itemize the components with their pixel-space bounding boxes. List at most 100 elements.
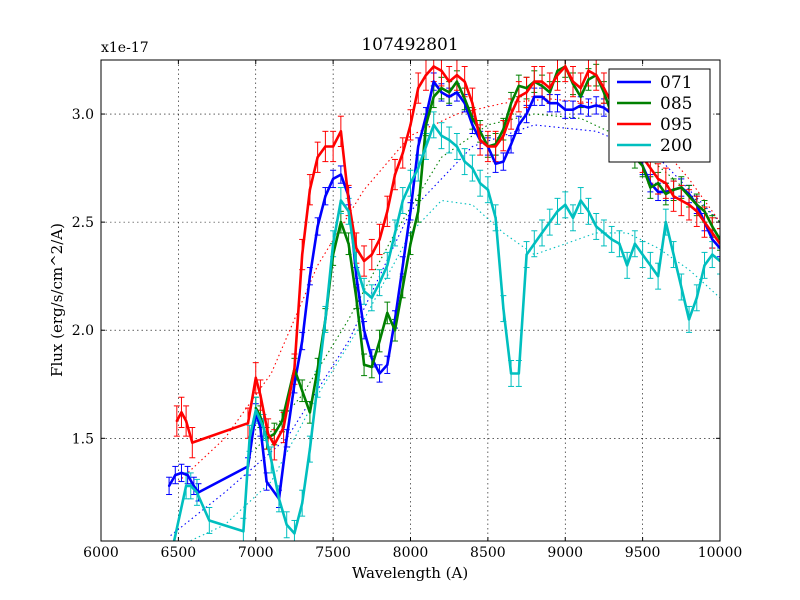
- data-point-085: [308, 411, 312, 414]
- data-point-200: [440, 134, 443, 137]
- data-point-095: [587, 69, 590, 73]
- data-point-200: [254, 409, 257, 412]
- data-point-071: [556, 102, 559, 105]
- data-point-085: [649, 186, 652, 189]
- data-point-200: [478, 182, 482, 185]
- data-point-095: [378, 238, 381, 241]
- data-point-200: [401, 199, 404, 202]
- data-point-085: [525, 86, 528, 90]
- data-point-085: [548, 91, 551, 94]
- data-point-200: [455, 145, 459, 148]
- data-point-095: [417, 86, 420, 90]
- data-point-095: [571, 80, 575, 83]
- data-point-095: [424, 73, 428, 77]
- data-point-200: [502, 307, 505, 310]
- data-point-085: [656, 182, 660, 185]
- legend-label-071: 071: [660, 73, 692, 93]
- data-point-200: [424, 145, 428, 148]
- data-point-071: [293, 383, 296, 386]
- legend-label-095: 095: [660, 115, 692, 135]
- y-tick-label: 2.5: [72, 215, 94, 231]
- data-point-071: [174, 473, 177, 477]
- data-point-085: [362, 363, 366, 367]
- data-point-095: [282, 426, 285, 429]
- grid-lines: [101, 60, 720, 541]
- data-point-200: [703, 264, 706, 267]
- x-tick-label: 9500: [625, 545, 661, 561]
- chart-title: 107492801: [361, 35, 458, 55]
- data-point-071: [192, 484, 196, 488]
- data-point-095: [409, 123, 412, 127]
- data-point-095: [339, 130, 343, 133]
- legend-label-085: 085: [660, 94, 692, 114]
- data-point-071: [308, 274, 312, 278]
- data-point-071: [509, 143, 513, 146]
- data-point-200: [208, 519, 211, 522]
- data-point-071: [409, 210, 412, 213]
- data-point-200: [242, 530, 245, 533]
- data-point-085: [378, 339, 381, 343]
- data-point-071: [595, 104, 598, 107]
- data-point-095: [259, 393, 262, 397]
- data-point-071: [533, 95, 536, 98]
- data-point-200: [195, 491, 199, 494]
- data-point-200: [672, 253, 675, 256]
- data-point-071: [440, 91, 443, 94]
- data-point-095: [564, 65, 567, 68]
- data-point-095: [386, 210, 389, 213]
- data-point-095: [254, 376, 257, 379]
- data-point-095: [324, 145, 327, 148]
- data-point-071: [711, 238, 714, 241]
- data-point-095: [455, 73, 459, 77]
- data-point-095: [502, 134, 505, 137]
- data-point-200: [409, 182, 412, 185]
- data-point-095: [362, 259, 366, 263]
- data-point-071: [316, 225, 319, 228]
- data-point-200: [680, 285, 683, 289]
- data-point-085: [509, 102, 513, 105]
- data-point-085: [687, 194, 691, 198]
- data-point-071: [656, 190, 660, 194]
- data-point-085: [424, 123, 428, 127]
- data-point-085: [339, 220, 343, 224]
- data-point-071: [417, 145, 420, 148]
- data-point-200: [486, 188, 490, 191]
- data-point-095: [347, 199, 350, 202]
- data-point-200: [525, 253, 528, 256]
- data-point-071: [455, 91, 459, 94]
- data-point-095: [680, 199, 683, 202]
- data-point-095: [401, 151, 404, 155]
- data-point-071: [339, 173, 343, 176]
- data-point-095: [556, 73, 559, 77]
- data-point-200: [184, 484, 188, 488]
- data-point-200: [509, 372, 513, 375]
- data-point-071: [571, 108, 575, 111]
- data-point-071: [167, 484, 171, 488]
- data-point-095: [664, 182, 668, 185]
- data-point-085: [355, 296, 358, 299]
- data-point-095: [393, 173, 397, 176]
- data-point-085: [347, 242, 350, 245]
- data-point-095: [595, 73, 598, 77]
- axis-ticks: 6000 6500 7000 7500 8000 8500 9000 9500 10000 1.5…: [72, 60, 742, 561]
- x-tick-label: 8000: [393, 545, 429, 561]
- y-tick-label: 2.0: [72, 323, 94, 339]
- data-point-095: [703, 220, 706, 224]
- data-point-095: [486, 145, 490, 148]
- data-point-085: [556, 69, 559, 73]
- data-point-085: [641, 164, 644, 168]
- data-point-095: [687, 203, 691, 207]
- data-point-200: [649, 264, 652, 267]
- data-point-085: [711, 225, 714, 228]
- x-axis-label: Wavelength (A): [352, 564, 468, 582]
- data-point-085: [502, 127, 505, 131]
- data-point-085: [695, 203, 698, 207]
- data-point-200: [300, 501, 304, 505]
- data-point-095: [308, 188, 312, 191]
- data-point-071: [259, 426, 262, 429]
- data-point-071: [180, 471, 183, 475]
- y-axis-label: Flux (erg/s/cm^2/A): [48, 223, 66, 377]
- data-point-200: [548, 220, 551, 224]
- x-tick-label: 6500: [161, 545, 197, 561]
